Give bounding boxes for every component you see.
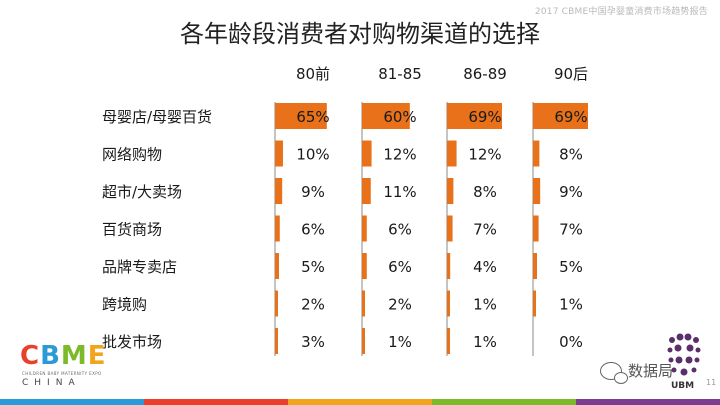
data-label: 60% xyxy=(383,108,416,126)
footer-color-segment xyxy=(432,399,576,405)
category-label: 跨境购 xyxy=(102,296,147,314)
data-label: 65% xyxy=(296,108,329,126)
data-bar xyxy=(275,215,280,242)
page-number: 11 xyxy=(706,378,717,387)
footer-color-segment xyxy=(288,399,432,405)
data-label: 9% xyxy=(301,183,325,201)
data-label: 1% xyxy=(473,296,497,314)
data-bar xyxy=(533,140,540,167)
data-bar xyxy=(447,178,454,204)
data-label: 9% xyxy=(559,183,583,201)
data-bar xyxy=(362,290,365,317)
data-bar xyxy=(533,215,539,242)
cbme-logo-letter: C xyxy=(20,341,41,371)
data-bar xyxy=(362,215,367,242)
cbme-logo-country: CHINA xyxy=(22,378,81,388)
data-label: 2% xyxy=(388,296,412,314)
data-label: 5% xyxy=(301,258,325,276)
data-label: 12% xyxy=(383,146,416,164)
data-bar xyxy=(275,290,278,317)
wechat-watermark: 数据局 xyxy=(600,360,674,384)
data-bar xyxy=(362,140,372,167)
footer-color-segment xyxy=(576,399,720,405)
data-label: 12% xyxy=(468,146,501,164)
cbme-logo-letter: E xyxy=(87,341,107,371)
series-header: 80前 xyxy=(296,65,330,83)
data-label: 5% xyxy=(559,258,583,276)
data-bar xyxy=(447,140,457,167)
data-bar xyxy=(275,178,283,204)
cbme-logo-subtitle: CHILDREN BABY MATERNITY EXPO xyxy=(22,371,102,376)
data-bar xyxy=(447,253,451,279)
data-bar xyxy=(447,215,453,242)
series-header: 81-85 xyxy=(378,65,422,83)
data-label: 2% xyxy=(301,296,325,314)
data-bar xyxy=(533,103,588,129)
chart-title: 各年龄段消费者对购物渠道的选择 xyxy=(180,20,540,48)
category-label: 母婴店/母婴百货 xyxy=(102,108,212,126)
data-bar xyxy=(362,103,410,129)
data-label: 3% xyxy=(301,333,325,351)
data-bar xyxy=(447,103,502,129)
data-label: 6% xyxy=(301,221,325,239)
data-label: 0% xyxy=(559,333,583,351)
data-bar xyxy=(275,253,279,279)
wechat-icon xyxy=(600,361,628,384)
data-label: 6% xyxy=(388,258,412,276)
footer-color-bar xyxy=(0,399,720,405)
data-label: 1% xyxy=(388,333,412,351)
data-label: 1% xyxy=(559,296,583,314)
data-bar xyxy=(447,328,450,354)
cbme-logo-letter: M xyxy=(60,341,88,371)
data-label: 11% xyxy=(383,183,416,201)
data-bar xyxy=(362,253,367,279)
data-bar xyxy=(275,103,327,129)
footer-color-segment xyxy=(0,399,144,405)
data-label: 10% xyxy=(296,146,329,164)
ubm-logo-text: UBM xyxy=(671,381,695,391)
category-label: 批发市场 xyxy=(102,333,162,351)
data-bar xyxy=(362,328,365,354)
category-label: 网络购物 xyxy=(102,146,162,164)
data-label: 69% xyxy=(554,108,587,126)
data-label: 1% xyxy=(473,333,497,351)
footer-color-segment xyxy=(144,399,288,405)
data-bar xyxy=(533,178,541,204)
data-bar xyxy=(275,140,283,167)
data-label: 6% xyxy=(388,221,412,239)
data-bar xyxy=(362,178,371,204)
data-label: 69% xyxy=(468,108,501,126)
series-header: 86-89 xyxy=(463,65,507,83)
category-label: 百货商场 xyxy=(102,221,162,239)
data-label: 7% xyxy=(473,221,497,239)
data-label: 8% xyxy=(473,183,497,201)
data-label: 7% xyxy=(559,221,583,239)
cbme-logo-mark: CBME xyxy=(20,342,107,370)
cbme-logo: CBME CHILDREN BABY MATERNITY EXPO CHINA xyxy=(20,342,110,392)
data-bar xyxy=(447,290,450,317)
series-header: 90后 xyxy=(554,65,588,83)
data-bar xyxy=(533,290,536,317)
data-label: 4% xyxy=(473,258,497,276)
ubm-logo-icon xyxy=(667,333,701,376)
report-header-note: 2017 CBME中国孕婴童消费市场趋势报告 xyxy=(534,7,708,17)
data-bar xyxy=(275,328,278,354)
data-label: 8% xyxy=(559,146,583,164)
data-bar xyxy=(533,253,537,279)
category-label: 品牌专卖店 xyxy=(102,258,177,276)
cbme-logo-letter: B xyxy=(40,341,61,371)
watermark-text: 数据局 xyxy=(628,362,674,380)
category-label: 超市/大卖场 xyxy=(102,183,182,201)
